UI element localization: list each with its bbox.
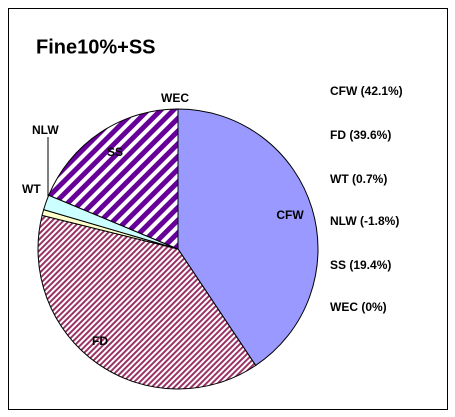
legend-entry: CFW (42.1%): [330, 84, 403, 98]
slice-label: CFW: [276, 208, 304, 222]
slice-label: WT: [22, 182, 41, 196]
legend-entry: NLW (-1.8%): [330, 214, 399, 228]
pie-slice: [48, 108, 179, 250]
slice-label: NLW: [32, 123, 59, 137]
legend-entry: FD (39.6%): [330, 128, 391, 142]
legend-entry: SS (19.4%): [330, 258, 391, 272]
pie-slice: [37, 214, 257, 390]
slice-label: WEC: [161, 91, 189, 105]
legend-entry: WT (0.7%): [330, 172, 387, 186]
legend-entry: WEC (0%): [330, 300, 387, 314]
chart-title: Fine10%+SS: [36, 36, 156, 58]
slice-label: FD: [92, 334, 108, 348]
slice-label: SS: [107, 145, 123, 159]
